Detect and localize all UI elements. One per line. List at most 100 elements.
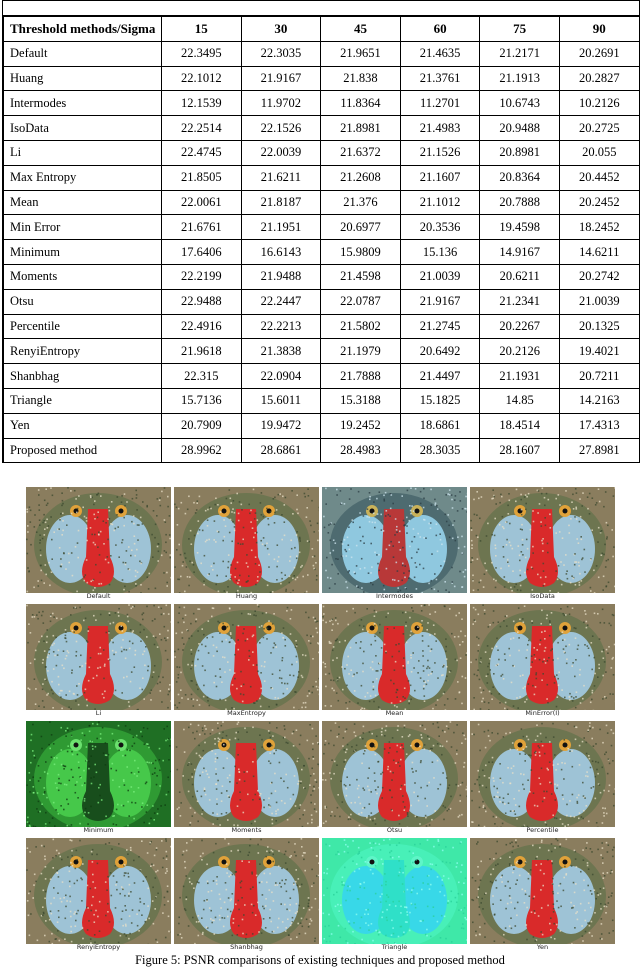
psnr-value: 22.0904 — [240, 363, 322, 389]
mandrill-image — [470, 604, 615, 710]
psnr-value: 20.7888 — [479, 189, 560, 216]
psnr-value: 22.1526 — [240, 115, 322, 141]
figure-panel: Intermodes — [322, 487, 467, 600]
psnr-value: 15.9809 — [320, 239, 401, 265]
psnr-value: 21.8981 — [320, 115, 401, 141]
method-name: Otsu — [3, 288, 162, 315]
psnr-value: 15.136 — [399, 239, 481, 265]
mandrill-image — [174, 838, 319, 944]
table-top-band — [3, 0, 639, 16]
mandrill-image — [322, 487, 467, 593]
panel-label: RenyiEntropy — [76, 943, 121, 951]
panel-label: Percentile — [526, 826, 559, 834]
mandrill-image — [322, 604, 467, 710]
mandrill-image — [26, 721, 171, 827]
psnr-value: 22.2514 — [161, 115, 242, 141]
psnr-value: 20.7909 — [161, 412, 242, 439]
panel-label: Yen — [536, 943, 549, 951]
panel-label: Shanbhag — [230, 943, 263, 951]
psnr-value: 21.4598 — [320, 263, 401, 290]
psnr-value: 20.2691 — [558, 40, 640, 67]
mandrill-image — [322, 721, 467, 827]
psnr-value: 21.1913 — [479, 65, 560, 92]
figure-panel: Triangle — [322, 838, 467, 951]
mandrill-image — [470, 721, 615, 827]
psnr-table: Threshold methods/Sigma 15 30 45 60 75 90 Defa… — [3, 16, 640, 464]
psnr-value: 22.1012 — [161, 65, 242, 92]
mandrill-image — [322, 838, 467, 944]
psnr-value: 20.8981 — [479, 139, 560, 166]
panel-label: MinError(I) — [525, 709, 560, 717]
figure-panel: Otsu — [322, 721, 467, 834]
method-name: Minimum — [3, 239, 162, 265]
psnr-value: 28.6861 — [240, 437, 322, 464]
table-row: RenyiEntropy 21.9618 21.3838 21.1979 20.6492… — [3, 338, 640, 365]
method-name: Mean — [3, 189, 162, 216]
psnr-value: 21.9618 — [161, 338, 242, 365]
mandrill-image — [470, 487, 615, 593]
figure-caption: Figure 5: PSNR comparisons of existing t… — [135, 953, 505, 967]
psnr-value: 21.4983 — [399, 115, 481, 141]
psnr-value: 21.3761 — [399, 65, 481, 92]
table-body: Default 22.3495 22.3035 21.9651 21.4635 21.21… — [3, 40, 640, 464]
psnr-value: 14.9167 — [479, 239, 560, 265]
psnr-value: 21.6211 — [240, 164, 322, 191]
psnr-value: 22.315 — [161, 363, 242, 389]
figure-panel: Shanbhag — [174, 838, 319, 951]
psnr-value: 22.9488 — [161, 288, 242, 315]
psnr-table-container: Threshold methods/Sigma 15 30 45 60 75 90 Defa… — [2, 0, 640, 464]
method-name: Shanbhag — [3, 363, 162, 389]
thresholded-image-grid: Default Huang Intermodes IsoData Li MaxEntrop… — [26, 487, 616, 951]
psnr-value: 12.1539 — [161, 90, 242, 117]
psnr-value: 21.8505 — [161, 164, 242, 191]
psnr-value: 22.0039 — [240, 139, 322, 166]
psnr-value: 15.7136 — [161, 387, 242, 414]
psnr-value: 21.8187 — [240, 189, 322, 216]
psnr-value: 21.2341 — [479, 288, 560, 315]
psnr-value: 21.0039 — [558, 288, 640, 315]
psnr-value: 15.6011 — [240, 387, 322, 414]
method-name: Moments — [3, 263, 162, 290]
psnr-value: 11.2701 — [399, 90, 481, 117]
header-sigma: 45 — [320, 16, 401, 42]
panel-label: Li — [95, 709, 102, 717]
table-row: Li 22.4745 22.0039 21.6372 21.1526 20.8981 20.… — [3, 139, 640, 166]
psnr-value: 20.2827 — [558, 65, 640, 92]
panel-label: Minimum — [83, 826, 114, 834]
panel-label: Intermodes — [376, 592, 413, 600]
figure-panel: Minimum — [26, 721, 171, 834]
psnr-value: 21.1931 — [479, 363, 560, 389]
table-row: Otsu 22.9488 22.2447 22.0787 21.9167 21.2341 2… — [3, 288, 640, 315]
psnr-value: 20.7211 — [558, 363, 640, 389]
mandrill-image — [174, 487, 319, 593]
header-method: Threshold methods/Sigma — [3, 16, 162, 42]
psnr-value: 21.1012 — [399, 189, 481, 216]
figure-panel: Li — [26, 604, 171, 717]
psnr-value: 21.1979 — [320, 338, 401, 365]
psnr-value: 14.6211 — [558, 239, 640, 265]
psnr-value: 18.4514 — [479, 412, 560, 439]
header-sigma: 60 — [399, 16, 481, 42]
psnr-value: 21.2608 — [320, 164, 401, 191]
psnr-value: 15.1825 — [399, 387, 481, 414]
figure-panel: Percentile — [470, 721, 615, 834]
figure-panel: MaxEntropy — [174, 604, 319, 717]
psnr-value: 20.8364 — [479, 164, 560, 191]
header-sigma: 75 — [479, 16, 560, 42]
psnr-value: 15.3188 — [320, 387, 401, 414]
method-name: Triangle — [3, 387, 162, 414]
psnr-value: 20.3536 — [399, 214, 481, 241]
header-row: Threshold methods/Sigma 15 30 45 60 75 90 — [3, 16, 640, 42]
figure-panel: MinError(I) — [470, 604, 615, 717]
panel-label: Huang — [235, 592, 258, 600]
psnr-value: 21.838 — [320, 65, 401, 92]
panel-label: MaxEntropy — [227, 709, 266, 717]
figure-panel: IsoData — [470, 487, 615, 600]
psnr-value: 19.9472 — [240, 412, 322, 439]
table-row: Triangle 15.7136 15.6011 15.3188 15.1825 14.8… — [3, 387, 640, 414]
psnr-value: 16.6143 — [240, 239, 322, 265]
psnr-value: 19.4598 — [479, 214, 560, 241]
psnr-value: 11.9702 — [240, 90, 322, 117]
method-name: Yen — [3, 412, 162, 439]
psnr-value: 22.0787 — [320, 288, 401, 315]
